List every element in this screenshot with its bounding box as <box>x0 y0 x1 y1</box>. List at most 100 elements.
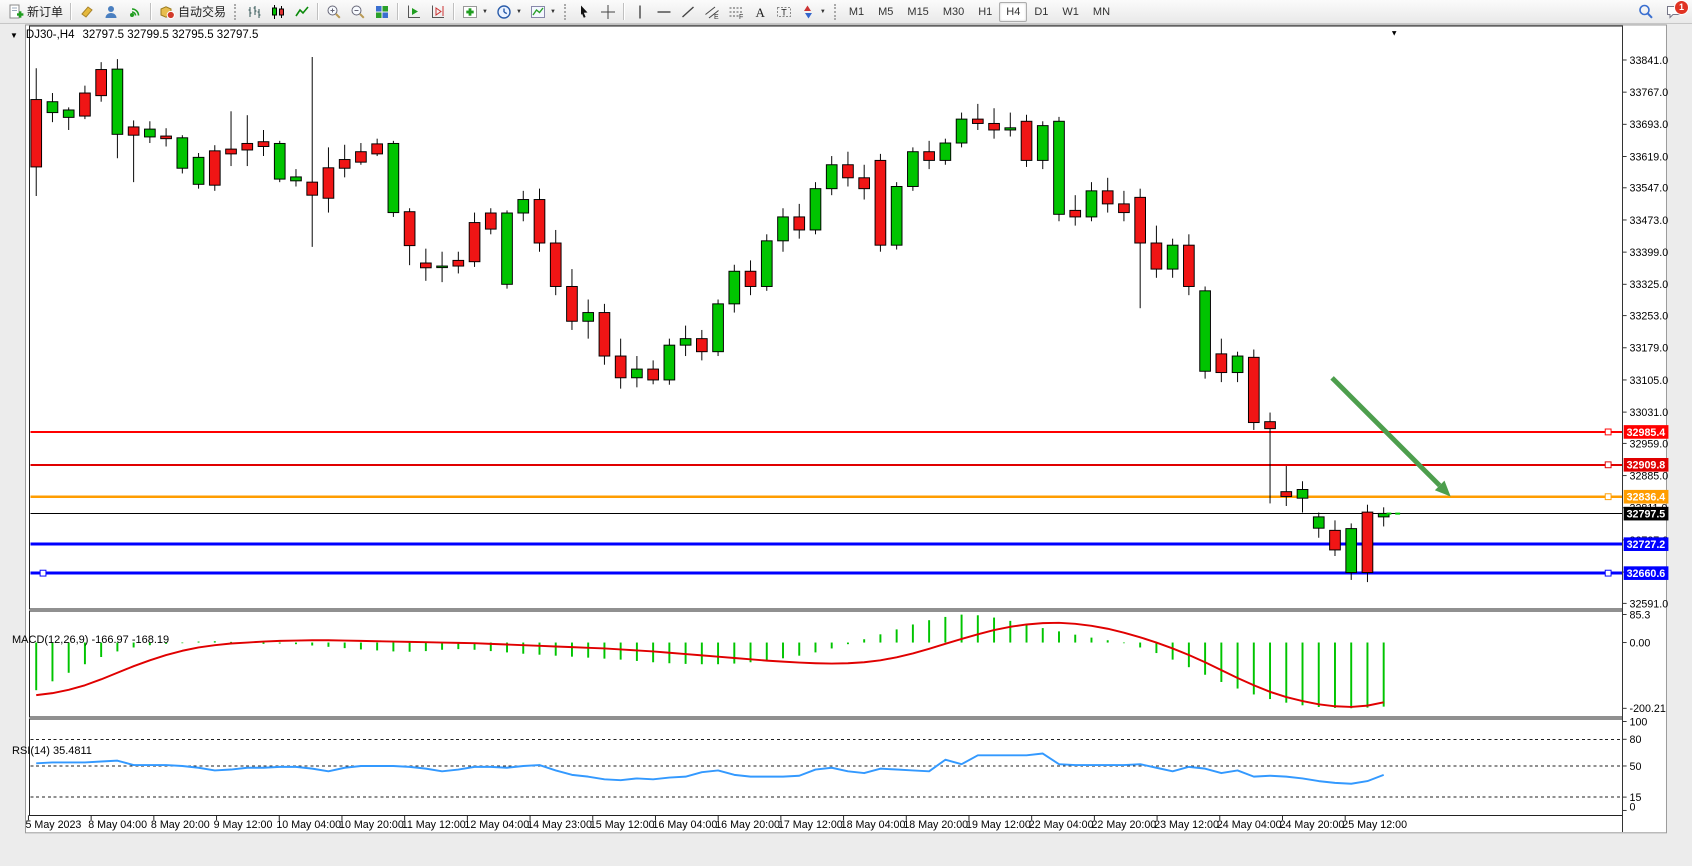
news-signal-button[interactable] <box>123 1 147 22</box>
candle <box>923 140 935 170</box>
candle-body <box>907 151 919 187</box>
timeframe-d1-button[interactable]: D1 <box>1027 2 1055 22</box>
indicators-button[interactable]: ▼ <box>458 1 492 22</box>
trendline-button[interactable] <box>676 1 700 22</box>
hline-handle[interactable] <box>1604 569 1612 577</box>
chart-symbol-period: DJ30-,H4 <box>25 29 75 41</box>
candle-body <box>436 265 448 269</box>
candle-body <box>46 101 59 114</box>
hline-32660.6[interactable] <box>30 569 1622 577</box>
time-tick-label: 5 May 2023 <box>26 819 82 831</box>
chat-button[interactable]: 1 <box>1662 0 1689 22</box>
candle <box>939 138 952 165</box>
zoom-in-button[interactable] <box>322 1 346 22</box>
candle-body <box>955 118 968 144</box>
zoom-out-button[interactable] <box>346 1 370 22</box>
candle-body <box>1345 528 1358 574</box>
search-button[interactable] <box>1634 1 1658 22</box>
candle <box>907 147 919 191</box>
candlestick-icon <box>272 4 285 19</box>
periods-button[interactable]: ▼ <box>492 1 526 22</box>
time-tick-label: 24 May 04:00 <box>1217 819 1282 831</box>
time-tick-label: 12 May 04:00 <box>464 819 529 831</box>
highlight-tool-button[interactable] <box>75 1 99 22</box>
timeframe-h1-button[interactable]: H1 <box>971 2 999 22</box>
price-badge-bg <box>1623 425 1669 439</box>
cursor-button[interactable] <box>572 1 596 22</box>
candle <box>208 145 221 191</box>
toolbar: 新订单 自动交易 ▼ ▼ ▼ E F A T ▼ M1 M5 M15 M30 H1 H4 D1 W1 MN 1 <box>0 0 1692 24</box>
time-tick-label: 14 May 23:00 <box>527 819 592 831</box>
time-tick-label: 24 May 20:00 <box>1280 819 1345 831</box>
candle <box>1280 466 1293 507</box>
bar-chart-button[interactable] <box>242 1 266 22</box>
timeframe-m15-button[interactable]: M15 <box>900 2 935 22</box>
candle-body <box>1166 244 1179 270</box>
candle <box>549 229 562 296</box>
candle <box>890 182 903 250</box>
vertical-line-button[interactable] <box>628 1 652 22</box>
time-tick-label: 11 May 12:00 <box>402 819 466 831</box>
trend-arrow-annotation[interactable] <box>1330 376 1451 497</box>
search-icon <box>1639 4 1653 18</box>
profile-button[interactable] <box>99 1 123 22</box>
auto-trading-button[interactable]: 自动交易 <box>155 1 230 22</box>
timeframe-m1-button[interactable]: M1 <box>842 2 871 22</box>
equidistant-channel-button[interactable]: E <box>700 1 724 22</box>
candle-body <box>647 368 659 381</box>
trend-arrow-shaft[interactable] <box>1330 376 1442 488</box>
hline-handle[interactable] <box>1604 493 1612 501</box>
hline-32985.4[interactable] <box>30 428 1622 436</box>
timeframe-h4-button[interactable]: H4 <box>999 1 1028 22</box>
fibonacci-icon: F <box>729 7 743 20</box>
price-tick-label: 33031.0 <box>1630 407 1669 419</box>
timeframe-m5-button[interactable]: M5 <box>871 2 900 22</box>
candle-body <box>1247 356 1260 424</box>
fibonacci-button[interactable]: F <box>724 1 748 22</box>
candle-body <box>95 69 107 97</box>
candle <box>988 108 1000 139</box>
candle <box>452 251 465 274</box>
corner-triangle-icon[interactable]: ▼ <box>1390 29 1398 38</box>
crosshair-icon <box>600 4 615 19</box>
zoom-in-icon <box>327 5 341 19</box>
arrows-button[interactable]: ▼ <box>796 1 830 22</box>
candle-body <box>1183 244 1195 287</box>
hline-handle[interactable] <box>39 569 47 577</box>
symbol-dropdown-icon[interactable]: ▼ <box>10 30 18 40</box>
hline-handle[interactable] <box>1604 428 1612 436</box>
line-chart-button[interactable] <box>290 1 314 22</box>
hline-32909.8[interactable] <box>30 461 1622 469</box>
highlight-icon <box>81 5 93 18</box>
candlestick-chart-button[interactable] <box>266 1 290 22</box>
price-badge-label: 32660.6 <box>1627 568 1666 580</box>
trend-arrow-head[interactable] <box>1434 480 1451 497</box>
hline-handle[interactable] <box>1604 461 1612 469</box>
candle-body <box>208 150 221 186</box>
price-tick-label: 33693.0 <box>1630 119 1669 131</box>
candle-body <box>728 270 741 305</box>
timeframe-m30-button[interactable]: M30 <box>936 2 971 22</box>
candle-body <box>1280 491 1293 497</box>
crosshair-button[interactable] <box>596 1 620 22</box>
horizontal-line-button[interactable] <box>652 1 676 22</box>
indicators-icon <box>463 5 478 18</box>
auto-scroll-button[interactable] <box>402 1 426 22</box>
candle-body <box>322 167 335 199</box>
price-badge-label: 32727.2 <box>1627 539 1666 551</box>
price-badge-bg <box>1623 489 1669 504</box>
hline-32836.4[interactable] <box>30 493 1622 501</box>
new-order-button-label: 新订单 <box>27 5 64 19</box>
new-order-button[interactable]: 新订单 <box>4 1 67 22</box>
templates-button[interactable]: ▼ <box>526 1 560 22</box>
timeframe-w1-button[interactable]: W1 <box>1055 2 1086 22</box>
tile-windows-button[interactable] <box>370 1 394 22</box>
text-button[interactable]: A <box>748 1 772 22</box>
candle <box>273 140 286 183</box>
text-label-button[interactable]: T <box>772 1 796 22</box>
chart-shift-button[interactable] <box>426 1 450 22</box>
price-badge-label: 32909.8 <box>1627 460 1666 472</box>
candle-body <box>874 159 887 246</box>
candle-body <box>306 181 319 196</box>
timeframe-mn-button[interactable]: MN <box>1086 2 1117 22</box>
